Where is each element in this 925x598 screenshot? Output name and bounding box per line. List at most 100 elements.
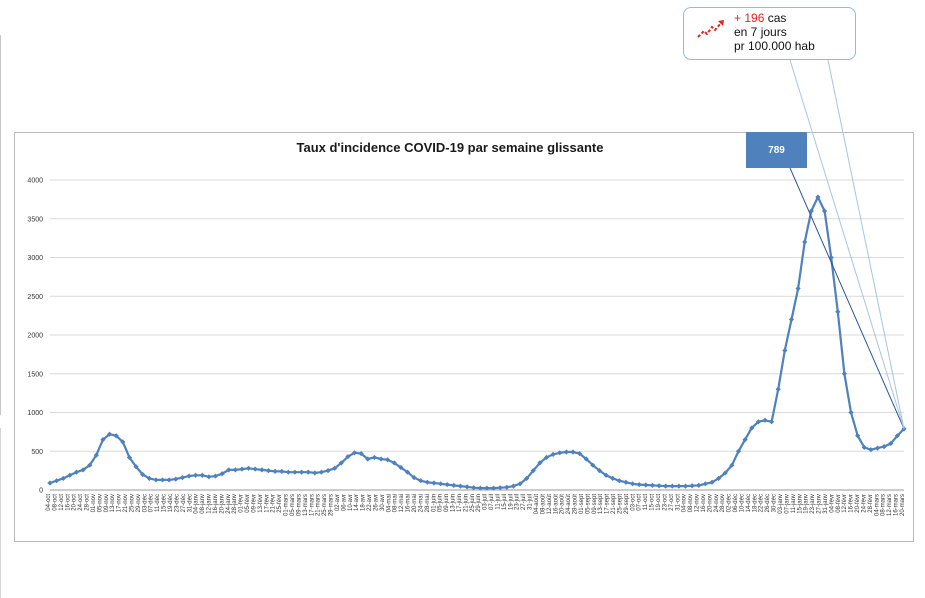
data-point-58: [431, 480, 437, 486]
data-point-38: [298, 469, 305, 475]
data-point-37: [292, 469, 298, 475]
value-box-leader: [789, 167, 905, 430]
data-point-82: [590, 462, 596, 468]
data-point-84: [603, 472, 609, 478]
data-point-93: [663, 483, 669, 489]
x-tick-label-32: 09-févr: [251, 494, 257, 513]
x-tick-label-79: 16-août: [553, 494, 559, 515]
x-tick-label-90: 29-sept: [624, 494, 630, 514]
x-tick-label-68: 03-juil: [483, 494, 489, 510]
x-tick-label-12: 21-nov: [123, 494, 129, 512]
x-tick-label-98: 31-oct: [675, 494, 681, 511]
x-tick-label-71: 15-juil: [502, 494, 508, 510]
x-tick-label-28: 24-janv: [226, 494, 232, 514]
data-point-123: [861, 444, 867, 450]
data-point-33: [265, 468, 272, 474]
data-point-109: [768, 419, 775, 425]
x-tick-label-36: 25-févr: [277, 494, 283, 513]
data-point-80: [577, 450, 583, 457]
x-tick-label-91: 03-oct: [630, 494, 636, 511]
data-point-50: [378, 456, 384, 462]
data-point-56: [418, 478, 424, 484]
data-point-40: [312, 470, 318, 476]
data-point-72: [524, 475, 530, 481]
data-point-66: [484, 485, 490, 491]
x-tick-label-60: 01-juin: [431, 494, 437, 512]
data-point-60: [444, 481, 450, 488]
x-tick-label-30: 01-févr: [239, 494, 245, 513]
data-point-115: [808, 208, 814, 214]
x-tick-label-81: 24-août: [566, 494, 572, 515]
data-point-78: [563, 449, 569, 455]
data-point-23: [199, 472, 205, 478]
x-tick-label-54: 08-mai: [393, 494, 399, 512]
x-tick-label-126: 20-févr: [855, 494, 861, 513]
x-tick-label-95: 19-oct: [656, 494, 662, 511]
x-tick-label-50: 22-avr: [367, 494, 373, 511]
x-tick-label-33: 13-févr: [258, 494, 264, 513]
data-point-14: [140, 471, 146, 478]
data-point-97: [689, 483, 695, 489]
data-point-120: [841, 371, 848, 377]
x-tick-label-96: 23-oct: [662, 494, 668, 511]
data-point-9: [106, 431, 113, 437]
callout-leader-right: [827, 59, 905, 429]
x-tick-label-34: 17-févr: [264, 494, 270, 513]
data-point-36: [285, 469, 291, 475]
x-tick-label-24: 08-janv: [200, 494, 206, 514]
x-tick-label-44: 29-mars: [329, 494, 335, 516]
data-point-77: [557, 450, 563, 456]
data-point-100: [709, 479, 715, 485]
x-tick-label-55: 12-mai: [399, 494, 405, 512]
x-tick-label-25: 12-janv: [207, 494, 213, 514]
data-point-99: [702, 481, 708, 487]
x-tick-label-41: 17-mars: [309, 494, 315, 516]
x-tick-label-109: 14-déc: [746, 494, 752, 512]
x-tick-label-46: 06-avr: [341, 494, 347, 511]
x-tick-label-69: 07-juil: [489, 494, 495, 510]
y-tick-label-0: 0: [39, 488, 43, 495]
x-tick-label-49: 18-avr: [361, 494, 367, 511]
x-tick-label-52: 30-avr: [380, 494, 386, 511]
x-tick-label-77: 08-août: [540, 494, 546, 515]
data-point-87: [623, 479, 629, 485]
x-tick-label-1: 08-oct: [52, 494, 58, 511]
x-tick-label-112: 26-déc: [765, 494, 771, 512]
callout-line-cases: + 196 cas: [734, 11, 786, 25]
data-point-113: [795, 285, 801, 292]
data-point-59: [437, 481, 444, 487]
callout-leader-left: [789, 59, 905, 430]
left-edge-rule: [0, 35, 1, 415]
data-point-15: [146, 475, 152, 481]
x-tick-label-129: 04-mars: [874, 494, 880, 516]
x-tick-label-19: 19-déc: [168, 494, 174, 512]
x-tick-label-8: 05-nov: [97, 494, 103, 512]
data-point-101: [716, 475, 722, 481]
case-delta: + 196: [734, 11, 765, 25]
data-point-26: [219, 471, 225, 477]
data-point-75: [543, 454, 550, 461]
x-tick-label-21: 27-déc: [181, 494, 187, 512]
chart-title: Taux d'incidence COVID-19 par semaine gl…: [296, 140, 604, 155]
x-tick-label-132: 16-mars: [894, 494, 900, 516]
x-tick-label-128: 28-févr: [868, 494, 874, 513]
x-tick-label-70: 11-juil: [495, 494, 501, 510]
data-point-125: [874, 445, 881, 451]
x-tick-label-59: 28-mai: [425, 494, 431, 512]
x-tick-label-101: 12-nov: [695, 494, 701, 512]
data-point-22: [193, 472, 199, 478]
x-tick-label-115: 07-janv: [784, 494, 790, 514]
data-point-13: [133, 464, 139, 470]
data-point-11: [120, 439, 126, 445]
x-tick-label-73: 23-juil: [515, 494, 521, 510]
data-point-52: [391, 460, 397, 466]
data-point-108: [762, 417, 768, 423]
data-point-24: [206, 474, 212, 480]
x-tick-label-39: 09-mars: [296, 494, 302, 516]
data-point-19: [173, 476, 179, 482]
x-tick-label-102: 16-nov: [701, 494, 707, 512]
data-point-71: [517, 481, 523, 487]
x-tick-label-37: 01-mars: [284, 494, 290, 516]
data-point-4: [73, 469, 80, 475]
x-tick-label-0: 04-oct: [46, 494, 52, 511]
